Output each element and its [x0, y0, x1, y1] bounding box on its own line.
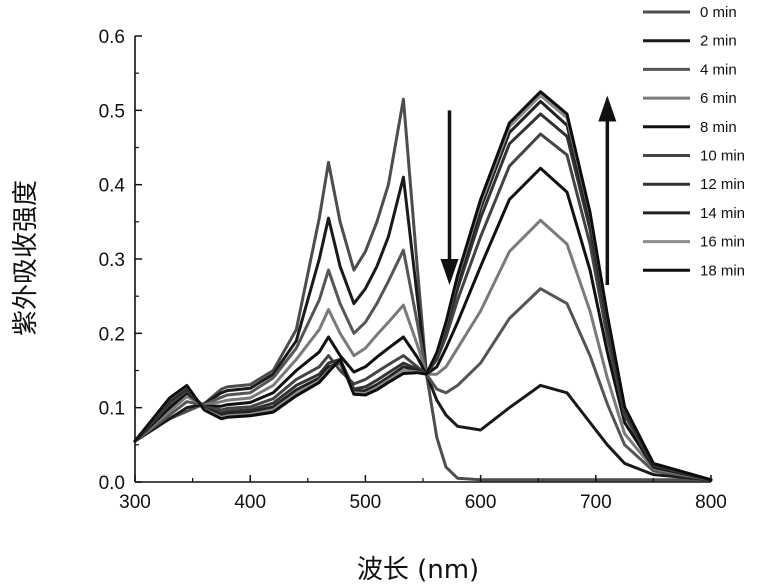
- x-tick-label: 700: [580, 492, 612, 513]
- legend-label: 12 min: [700, 176, 745, 193]
- legend-label: 2 min: [700, 33, 737, 50]
- legend-label: 6 min: [700, 90, 737, 107]
- y-tick-label: 0.0: [99, 473, 125, 494]
- plot-area: [135, 92, 711, 480]
- x-tick-label: 500: [350, 492, 382, 513]
- x-tick-label: 800: [695, 492, 727, 513]
- x-tick-label: 300: [119, 492, 151, 513]
- x-tick-label: 400: [234, 492, 266, 513]
- legend-label: 10 min: [700, 148, 745, 165]
- y-tick-label: 0.1: [99, 399, 125, 420]
- legend-label: 0 min: [700, 4, 737, 21]
- y-tick-label: 0.5: [99, 101, 125, 122]
- y-tick-label: 0.6: [99, 27, 125, 48]
- legend-label: 4 min: [700, 61, 737, 78]
- x-axis-label: 波长 (nm): [357, 555, 479, 585]
- legend: 0 min 2 min 4 min 6 min 8 min 10 min 12 min 14 …: [643, 4, 745, 279]
- legend-label: 8 min: [700, 119, 737, 136]
- x-tick-label: 600: [465, 492, 497, 513]
- y-axis-label: 紫外吸收强度: [11, 180, 41, 336]
- y-tick-label: 0.2: [99, 324, 125, 345]
- y-tick-label: 0.4: [99, 176, 126, 197]
- y-tick-label: 0.3: [99, 250, 125, 271]
- legend-label: 18 min: [700, 262, 745, 279]
- arrow-head-up: [598, 95, 616, 121]
- legend-label: 14 min: [700, 205, 745, 222]
- legend-label: 16 min: [700, 234, 745, 251]
- series-line-5: [135, 134, 711, 480]
